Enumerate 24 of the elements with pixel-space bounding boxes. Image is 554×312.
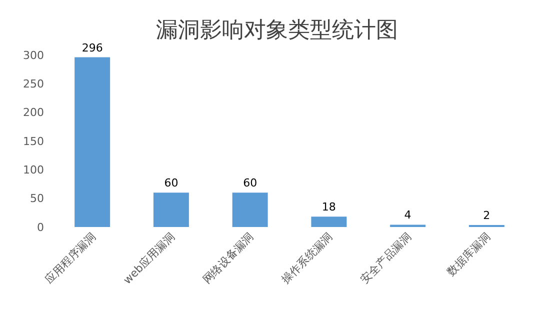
x-tick-label: 网络设备漏洞	[200, 230, 256, 286]
data-label: 18	[322, 200, 336, 214]
y-tick-label: 100	[23, 164, 44, 177]
data-label: 2	[483, 209, 490, 222]
chart-title: 漏洞影响对象类型统计图	[156, 18, 398, 44]
bar	[74, 57, 110, 227]
y-tick-label: 50	[30, 192, 44, 206]
x-tick-label: 安全产品漏洞	[358, 230, 414, 286]
y-tick-label: 0	[37, 220, 44, 234]
data-label: 60	[243, 176, 258, 190]
x-tick-label: 数据库漏洞	[444, 230, 493, 278]
bar	[311, 216, 347, 227]
data-label: 4	[404, 208, 412, 222]
y-tick-label: 250	[23, 78, 44, 91]
y-tick-label: 150	[23, 134, 44, 148]
bar	[232, 192, 268, 227]
bar	[153, 192, 189, 227]
data-label: 296	[82, 41, 103, 54]
x-tick-label: web应用漏洞	[120, 230, 178, 287]
y-tick-label: 300	[23, 48, 44, 62]
data-label: 60	[164, 176, 178, 190]
y-tick-label: 200	[23, 106, 44, 120]
x-tick-label: 应用程序漏洞	[42, 230, 98, 286]
x-tick-label: 操作系统漏洞	[279, 230, 335, 286]
